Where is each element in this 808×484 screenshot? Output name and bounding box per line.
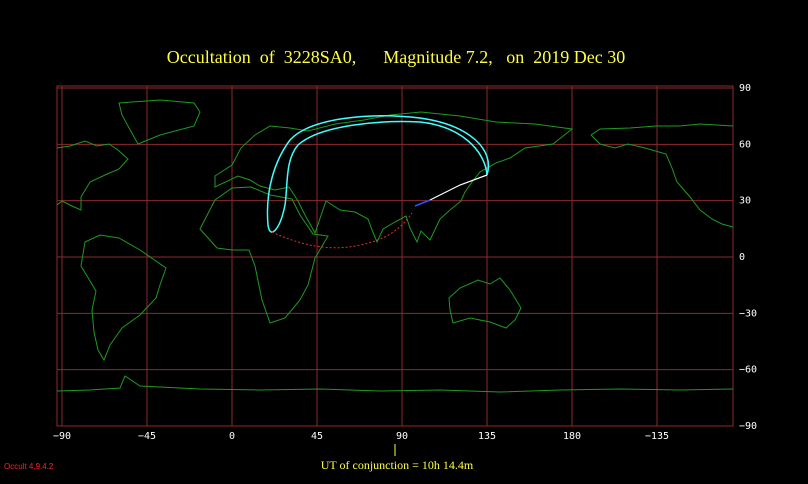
y-tick-label: 30 (739, 196, 751, 207)
y-tick-label: 0 (739, 252, 745, 263)
africa (199, 186, 329, 324)
north-america-west (590, 123, 734, 228)
x-tick-label: 90 (396, 431, 408, 442)
y-tick-label: 60 (739, 139, 751, 150)
eurasia (214, 111, 574, 244)
occultation-path (266, 115, 490, 249)
south-america (80, 234, 167, 362)
shadow-limits (266, 115, 490, 233)
y-tick-label: −90 (739, 421, 757, 432)
grid (57, 86, 733, 427)
path-night (271, 212, 413, 249)
x-tick-label: 135 (478, 431, 496, 442)
central-line (429, 174, 488, 201)
greenland (118, 99, 201, 145)
x-tick-label: −135 (645, 431, 669, 442)
antarctica (56, 375, 734, 393)
y-tick-label: −60 (739, 365, 757, 376)
y-tick-label: −30 (739, 308, 757, 319)
title: Occultation of 3228SA0, Magnitude 7.2, o… (167, 47, 625, 67)
x-tick-label: −45 (138, 431, 156, 442)
central-line-twilight (414, 199, 431, 207)
coastlines (56, 99, 734, 393)
australia (448, 277, 522, 329)
x-tick-label: −90 (53, 431, 71, 442)
x-tick-label: 180 (563, 431, 581, 442)
x-tick-label: 45 (311, 431, 323, 442)
map-frame (56, 85, 734, 427)
north-america-east (56, 140, 129, 211)
conjunction-time: UT of conjunction = 10h 14.4m (321, 458, 474, 472)
version: Occult 4.9.4.2 (4, 462, 54, 471)
x-tick-label: 0 (229, 431, 235, 442)
y-tick-label: 90 (739, 83, 751, 94)
